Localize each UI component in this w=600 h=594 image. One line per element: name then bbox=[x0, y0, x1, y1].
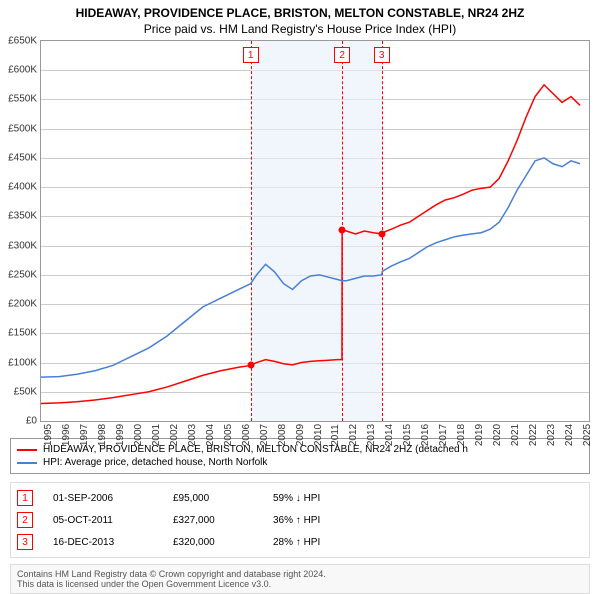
x-tick-label: 2021 bbox=[508, 424, 521, 446]
x-tick-label: 2011 bbox=[328, 424, 341, 446]
x-tick-label: 2003 bbox=[185, 424, 198, 446]
x-tick-label: 1995 bbox=[41, 424, 54, 446]
x-tick-label: 2004 bbox=[203, 424, 216, 446]
x-tick-label: 1998 bbox=[95, 424, 108, 446]
x-tick-label: 2024 bbox=[562, 424, 575, 446]
series-dot bbox=[339, 226, 346, 233]
y-tick-label: £650K bbox=[8, 36, 41, 47]
series-dot bbox=[247, 362, 254, 369]
x-tick-label: 1996 bbox=[59, 424, 72, 446]
y-tick-label: £500K bbox=[8, 123, 41, 134]
x-tick-label: 2016 bbox=[418, 424, 431, 446]
event-row: 2 05-OCT-2011 £327,000 36% ↑ HPI bbox=[17, 509, 583, 531]
y-tick-label: £0 bbox=[26, 416, 41, 427]
event-date: 01-SEP-2006 bbox=[53, 493, 153, 504]
events-table: 1 01-SEP-2006 £95,000 59% ↓ HPI 2 05-OCT-2011… bbox=[10, 482, 590, 558]
x-tick-label: 2019 bbox=[472, 424, 485, 446]
y-tick-label: £100K bbox=[8, 357, 41, 368]
x-tick-label: 2018 bbox=[454, 424, 467, 446]
x-tick-label: 2009 bbox=[293, 424, 306, 446]
x-tick-label: 2014 bbox=[382, 424, 395, 446]
legend-label: HPI: Average price, detached house, Nort… bbox=[43, 457, 267, 468]
footer-line2: This data is licensed under the Open Gov… bbox=[17, 579, 583, 589]
chart-container: HIDEAWAY, PROVIDENCE PLACE, BRISTON, MEL… bbox=[0, 0, 600, 590]
x-tick-label: 2006 bbox=[239, 424, 252, 446]
x-tick-label: 2017 bbox=[436, 424, 449, 446]
event-date: 16-DEC-2013 bbox=[53, 537, 153, 548]
x-tick-label: 2013 bbox=[364, 424, 377, 446]
title-line1: HIDEAWAY, PROVIDENCE PLACE, BRISTON, MEL… bbox=[0, 0, 600, 20]
x-tick-label: 2007 bbox=[257, 424, 270, 446]
x-tick-label: 2002 bbox=[167, 424, 180, 446]
y-tick-label: £350K bbox=[8, 211, 41, 222]
y-tick-label: £150K bbox=[8, 328, 41, 339]
event-date: 05-OCT-2011 bbox=[53, 515, 153, 526]
legend-swatch bbox=[17, 449, 37, 451]
title-line2: Price paid vs. HM Land Registry's House … bbox=[0, 20, 600, 40]
y-tick-label: £400K bbox=[8, 182, 41, 193]
x-tick-label: 1999 bbox=[113, 424, 126, 446]
event-delta: 59% ↓ HPI bbox=[273, 493, 320, 504]
x-tick-label: 2015 bbox=[400, 424, 413, 446]
footer-line1: Contains HM Land Registry data © Crown c… bbox=[17, 569, 583, 579]
y-tick-label: £50K bbox=[14, 386, 41, 397]
y-tick-label: £300K bbox=[8, 240, 41, 251]
x-tick-label: 2005 bbox=[221, 424, 234, 446]
event-price: £95,000 bbox=[173, 493, 253, 504]
event-row: 1 01-SEP-2006 £95,000 59% ↓ HPI bbox=[17, 487, 583, 509]
event-row: 3 16-DEC-2013 £320,000 28% ↑ HPI bbox=[17, 531, 583, 553]
series-property bbox=[41, 85, 580, 404]
x-tick-label: 2000 bbox=[131, 424, 144, 446]
y-tick-label: £250K bbox=[8, 269, 41, 280]
y-tick-label: £200K bbox=[8, 299, 41, 310]
event-index-box: 3 bbox=[17, 534, 33, 550]
event-index-box: 2 bbox=[17, 512, 33, 528]
y-tick-label: £600K bbox=[8, 65, 41, 76]
x-tick-label: 2025 bbox=[580, 424, 593, 446]
x-tick-label: 2008 bbox=[275, 424, 288, 446]
x-tick-label: 2023 bbox=[544, 424, 557, 446]
x-tick-label: 2012 bbox=[346, 424, 359, 446]
x-tick-label: 2020 bbox=[490, 424, 503, 446]
legend-swatch bbox=[17, 462, 37, 464]
series-hpi bbox=[41, 158, 580, 377]
x-tick-label: 2001 bbox=[149, 424, 162, 446]
x-tick-label: 2010 bbox=[311, 424, 324, 446]
legend-item: HPI: Average price, detached house, Nort… bbox=[17, 456, 583, 469]
event-delta: 28% ↑ HPI bbox=[273, 537, 320, 548]
event-index-box: 1 bbox=[17, 490, 33, 506]
chart-plot-area: £0£50K£100K£150K£200K£250K£300K£350K£400… bbox=[40, 40, 590, 422]
y-tick-label: £550K bbox=[8, 94, 41, 105]
event-price: £327,000 bbox=[173, 515, 253, 526]
x-tick-label: 2022 bbox=[526, 424, 539, 446]
event-delta: 36% ↑ HPI bbox=[273, 515, 320, 526]
event-price: £320,000 bbox=[173, 537, 253, 548]
series-dot bbox=[378, 230, 385, 237]
y-tick-label: £450K bbox=[8, 152, 41, 163]
x-tick-label: 1997 bbox=[77, 424, 90, 446]
series-svg bbox=[41, 41, 589, 421]
